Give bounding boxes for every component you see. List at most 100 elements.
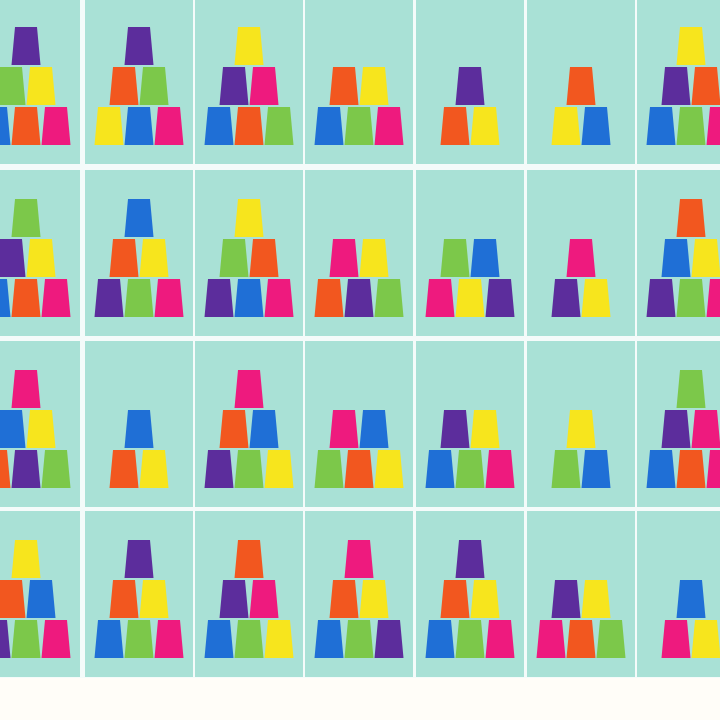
cup bbox=[26, 580, 56, 618]
cup bbox=[11, 450, 41, 488]
cup bbox=[566, 620, 596, 658]
cup bbox=[691, 67, 720, 105]
cup bbox=[551, 580, 581, 618]
cup bbox=[11, 279, 41, 317]
cup bbox=[676, 580, 706, 618]
cup bbox=[359, 580, 389, 618]
cup bbox=[566, 410, 596, 448]
cup bbox=[139, 580, 169, 618]
cup bbox=[314, 107, 344, 145]
cup bbox=[485, 279, 515, 317]
cup bbox=[219, 580, 249, 618]
cup bbox=[154, 107, 184, 145]
cup bbox=[249, 580, 279, 618]
cup bbox=[691, 620, 720, 658]
cup bbox=[374, 620, 404, 658]
cup bbox=[706, 450, 720, 488]
cup bbox=[11, 27, 41, 65]
cup bbox=[359, 410, 389, 448]
cup bbox=[661, 410, 691, 448]
cup bbox=[470, 410, 500, 448]
cup bbox=[124, 27, 154, 65]
cup bbox=[109, 450, 139, 488]
cup bbox=[0, 107, 11, 145]
cup bbox=[314, 620, 344, 658]
cup bbox=[344, 107, 374, 145]
cup bbox=[344, 450, 374, 488]
cup bbox=[661, 239, 691, 277]
cup bbox=[124, 107, 154, 145]
cup bbox=[0, 620, 11, 658]
cup bbox=[314, 279, 344, 317]
cup bbox=[204, 107, 234, 145]
cup bbox=[676, 199, 706, 237]
cup bbox=[646, 450, 676, 488]
cup bbox=[581, 279, 611, 317]
cup bbox=[94, 620, 124, 658]
cup bbox=[646, 279, 676, 317]
cup bbox=[536, 620, 566, 658]
cup bbox=[581, 107, 611, 145]
cup bbox=[0, 580, 26, 618]
cup bbox=[329, 239, 359, 277]
cup bbox=[234, 279, 264, 317]
cup bbox=[204, 450, 234, 488]
cup bbox=[581, 450, 611, 488]
cup bbox=[26, 67, 56, 105]
cup bbox=[154, 279, 184, 317]
cup bbox=[455, 450, 485, 488]
cup bbox=[41, 620, 71, 658]
cup bbox=[440, 239, 470, 277]
cup bbox=[11, 199, 41, 237]
cup bbox=[124, 199, 154, 237]
cup bbox=[249, 239, 279, 277]
cup bbox=[596, 620, 626, 658]
cup bbox=[344, 540, 374, 578]
cup bbox=[41, 279, 71, 317]
cup bbox=[124, 410, 154, 448]
cup bbox=[219, 410, 249, 448]
cup bbox=[109, 239, 139, 277]
cup bbox=[646, 107, 676, 145]
cup bbox=[440, 410, 470, 448]
cup bbox=[234, 199, 264, 237]
cup bbox=[139, 450, 169, 488]
cup bbox=[551, 279, 581, 317]
cup bbox=[661, 67, 691, 105]
cup bbox=[706, 279, 720, 317]
cup bbox=[41, 450, 71, 488]
cup bbox=[691, 239, 720, 277]
cup bbox=[234, 370, 264, 408]
cup bbox=[344, 279, 374, 317]
cup bbox=[374, 279, 404, 317]
cup bbox=[374, 450, 404, 488]
cup bbox=[94, 279, 124, 317]
cup bbox=[0, 410, 26, 448]
cup bbox=[425, 450, 455, 488]
cup bbox=[11, 540, 41, 578]
cup bbox=[124, 540, 154, 578]
cup bbox=[0, 450, 11, 488]
cup bbox=[234, 107, 264, 145]
cup bbox=[344, 620, 374, 658]
cup bbox=[470, 107, 500, 145]
cup bbox=[234, 620, 264, 658]
cup bbox=[566, 67, 596, 105]
cup bbox=[676, 107, 706, 145]
cup bbox=[455, 279, 485, 317]
cup bbox=[329, 410, 359, 448]
cup bbox=[314, 450, 344, 488]
cup bbox=[264, 620, 294, 658]
cup bbox=[264, 279, 294, 317]
cup bbox=[204, 279, 234, 317]
cup bbox=[264, 450, 294, 488]
cup bbox=[0, 239, 26, 277]
cup bbox=[41, 107, 71, 145]
cup bbox=[425, 620, 455, 658]
cup bbox=[234, 450, 264, 488]
cup bbox=[219, 239, 249, 277]
cup bbox=[109, 67, 139, 105]
cup bbox=[706, 107, 720, 145]
cup bbox=[455, 67, 485, 105]
